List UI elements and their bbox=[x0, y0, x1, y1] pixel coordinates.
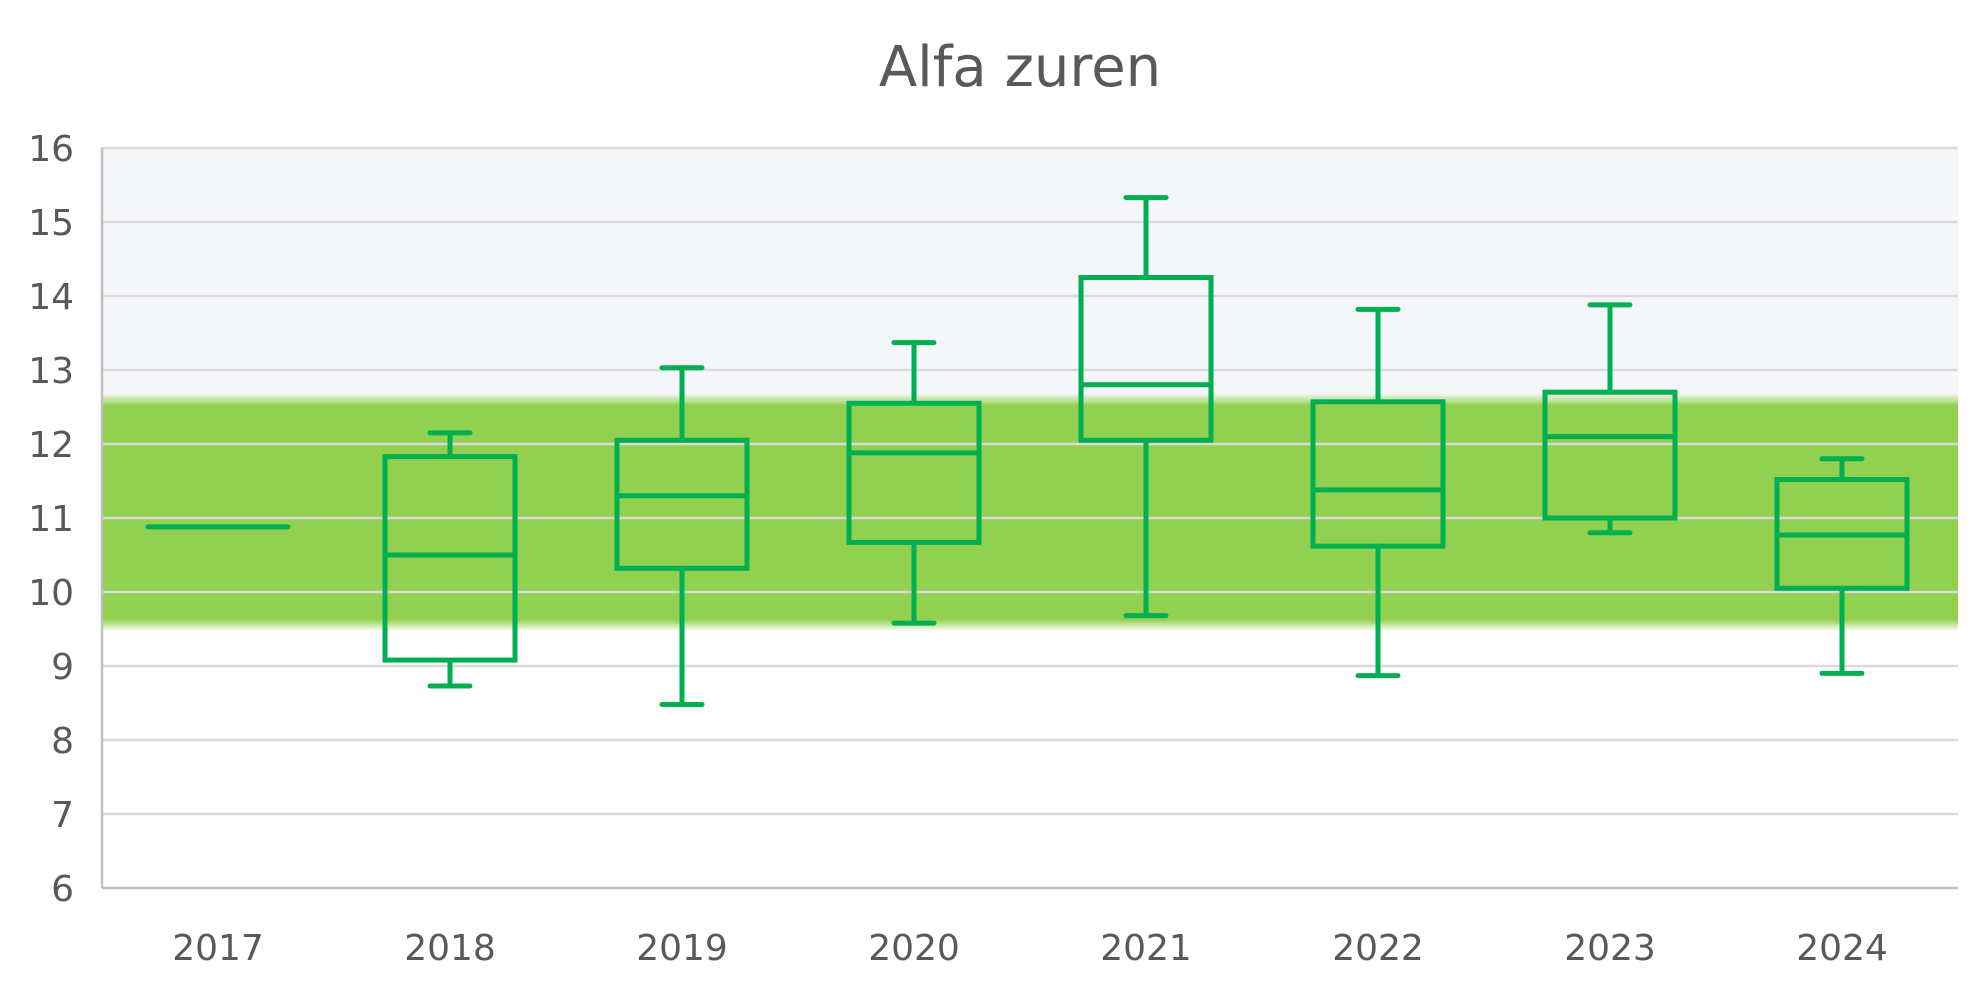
gridlines bbox=[102, 146, 1958, 816]
y-tick-label-16: 16 bbox=[28, 129, 74, 170]
boxes bbox=[145, 195, 1910, 707]
iqr-box-2023 bbox=[1542, 389, 1678, 521]
y-tick-label-8: 8 bbox=[51, 721, 74, 762]
y-tick-label-6: 6 bbox=[51, 869, 74, 910]
y-tick-label-15: 15 bbox=[28, 203, 74, 244]
y-tick-label-7: 7 bbox=[51, 795, 74, 836]
axes bbox=[100, 148, 1958, 890]
x-tick-label-2023: 2023 bbox=[1564, 928, 1656, 969]
x-tick-label-2020: 2020 bbox=[868, 928, 960, 969]
tick-labels: 6 7 8 9 10 11 12 13 14 15 16 2017 2018 2019 2020 2021 20… bbox=[28, 129, 1888, 969]
box-2023 bbox=[1542, 302, 1678, 536]
x-tick-label-2017: 2017 bbox=[172, 928, 264, 969]
upper-shade-area bbox=[102, 148, 1958, 400]
chart-title: Alfa zuren bbox=[879, 35, 1161, 100]
iqr-box-2018 bbox=[382, 454, 518, 663]
iqr-box-2019 bbox=[614, 437, 750, 571]
x-tick-label-2024: 2024 bbox=[1796, 928, 1888, 969]
iqr-box-2020 bbox=[846, 400, 982, 545]
box-2018 bbox=[382, 430, 518, 689]
x-tick-label-2019: 2019 bbox=[636, 928, 728, 969]
y-tick-label-10: 10 bbox=[28, 573, 74, 614]
y-tick-label-14: 14 bbox=[28, 277, 74, 318]
box-2020 bbox=[846, 340, 982, 626]
iqr-box-2022 bbox=[1310, 399, 1446, 549]
y-tick-label-9: 9 bbox=[51, 647, 74, 688]
x-tick-label-2021: 2021 bbox=[1100, 928, 1192, 969]
reference-band bbox=[102, 393, 1958, 632]
iqr-box-2021 bbox=[1078, 275, 1214, 443]
box-2019 bbox=[614, 365, 750, 707]
box-2024 bbox=[1774, 456, 1910, 676]
y-tick-label-11: 11 bbox=[28, 499, 74, 540]
y-tick-label-13: 13 bbox=[28, 351, 74, 392]
y-tick-label-12: 12 bbox=[28, 425, 74, 466]
box-2021 bbox=[1078, 195, 1214, 619]
x-tick-label-2018: 2018 bbox=[404, 928, 496, 969]
x-tick-label-2022: 2022 bbox=[1332, 928, 1424, 969]
box-2022 bbox=[1310, 306, 1446, 679]
